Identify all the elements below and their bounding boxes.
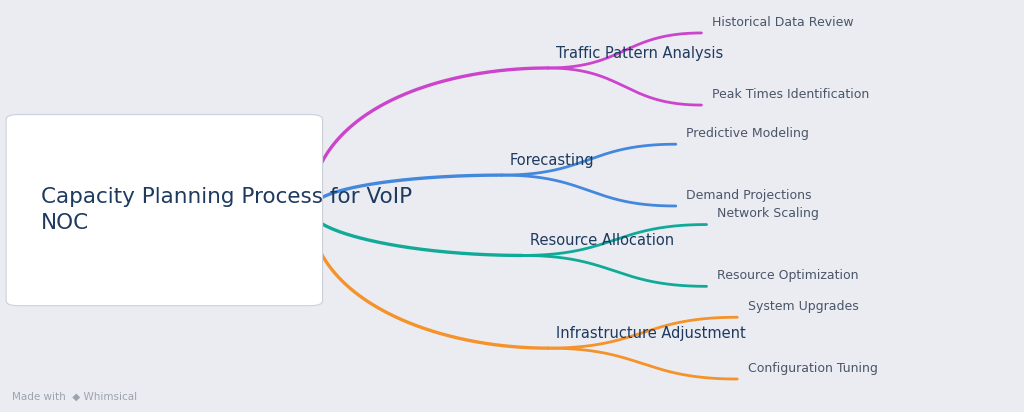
Text: Demand Projections: Demand Projections bbox=[686, 189, 812, 202]
Text: Capacity Planning Process for VoIP
NOC: Capacity Planning Process for VoIP NOC bbox=[41, 187, 412, 233]
Text: Infrastructure Adjustment: Infrastructure Adjustment bbox=[556, 326, 745, 341]
FancyBboxPatch shape bbox=[6, 115, 323, 306]
Text: Resource Allocation: Resource Allocation bbox=[530, 233, 675, 248]
Text: Predictive Modeling: Predictive Modeling bbox=[686, 127, 809, 140]
Text: Configuration Tuning: Configuration Tuning bbox=[748, 362, 878, 375]
Text: Made with  ◆ Whimsical: Made with ◆ Whimsical bbox=[12, 392, 137, 402]
Text: Historical Data Review: Historical Data Review bbox=[712, 16, 853, 29]
Text: Network Scaling: Network Scaling bbox=[717, 207, 818, 220]
Text: Traffic Pattern Analysis: Traffic Pattern Analysis bbox=[556, 46, 723, 61]
Text: Forecasting: Forecasting bbox=[510, 153, 595, 168]
Text: System Upgrades: System Upgrades bbox=[748, 300, 858, 313]
Text: Resource Optimization: Resource Optimization bbox=[717, 269, 858, 282]
Text: Peak Times Identification: Peak Times Identification bbox=[712, 88, 869, 101]
